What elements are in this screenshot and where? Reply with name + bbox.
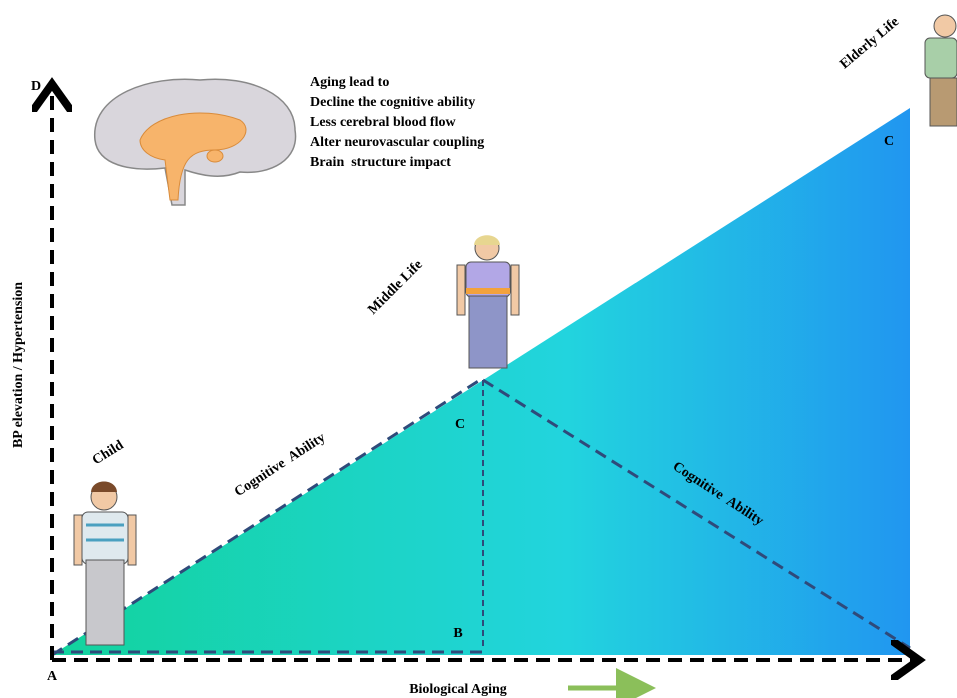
annotation-item: Less cerebral blood flow <box>310 115 456 130</box>
stage-label: Elderly Life <box>837 14 902 72</box>
stage-label: Child <box>90 438 127 469</box>
child-figure <box>73 481 137 646</box>
point-label: D <box>31 79 41 94</box>
annotation-item: Alter neurovascular coupling <box>310 135 484 150</box>
stage-label: Middle Life <box>365 257 425 317</box>
annotation-item: Brain structure impact <box>310 155 451 170</box>
elderly-figure <box>924 14 957 127</box>
point-label: C <box>455 417 465 432</box>
point-label: C <box>884 134 894 149</box>
annotation-item: Decline the cognitive ability <box>310 95 475 110</box>
x-axis-label: Biological Aging <box>409 682 507 697</box>
y-axis-label: BP elevation / Hypertension <box>11 282 26 448</box>
adult-figure <box>456 235 520 369</box>
point-label: B <box>453 626 462 641</box>
point-label: A <box>47 669 58 684</box>
annotation-title: Aging lead to <box>310 75 389 90</box>
brain-icon <box>94 78 297 206</box>
